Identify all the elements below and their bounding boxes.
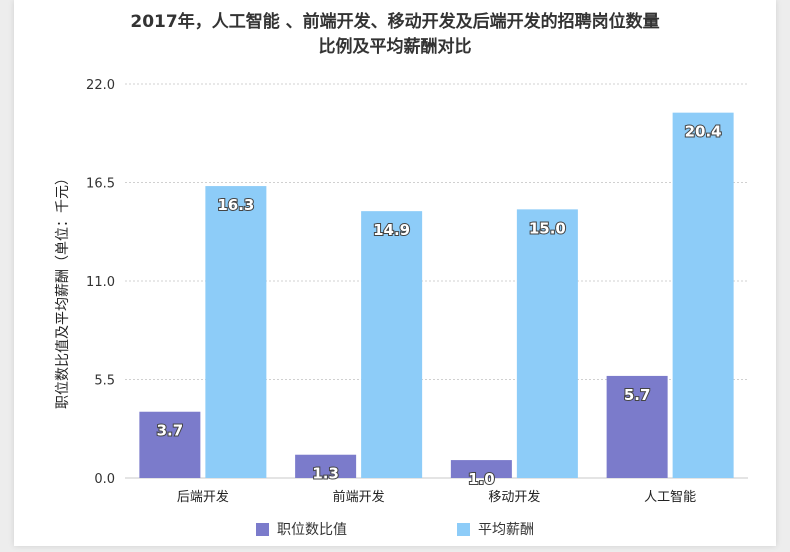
y-tick-label: 5.5	[94, 374, 115, 389]
data-label: 15.0	[529, 219, 566, 237]
legend-item-series-2[interactable]: 平均薪酬	[457, 519, 534, 539]
bar	[450, 460, 512, 478]
x-tick-label: 前端开发	[333, 489, 385, 505]
bar	[516, 209, 578, 478]
bar	[606, 375, 668, 478]
legend-swatch-series-2	[457, 522, 470, 536]
chart-title-line2: 比例及平均薪酬对比	[318, 37, 472, 57]
legend-swatch-series-1	[256, 522, 269, 536]
data-label: 3.7	[157, 422, 184, 440]
data-label: 5.7	[624, 386, 651, 404]
bar	[205, 186, 267, 478]
y-tick-label: 16.5	[86, 177, 115, 192]
legend-item-series-1[interactable]: 职位数比值	[256, 519, 347, 539]
x-tick-label: 移动开发	[488, 489, 540, 505]
y-tick-label: 22.0	[86, 78, 115, 93]
bar	[361, 211, 423, 478]
data-label: 1.3	[312, 465, 339, 483]
chart-title-line1: 2017年，人工智能 、前端开发、移动开发及后端开发的招聘岗位数量	[130, 12, 660, 32]
data-label: 1.0	[468, 470, 495, 488]
x-tick-label: 后端开发	[177, 489, 229, 505]
data-label: 20.4	[685, 123, 722, 141]
y-tick-label: 11.0	[86, 275, 115, 290]
data-label: 16.3	[217, 196, 254, 214]
data-label: 14.9	[373, 221, 410, 239]
x-tick-label: 人工智能	[644, 490, 696, 505]
bar	[295, 454, 357, 478]
legend-label-series-2: 平均薪酬	[478, 522, 534, 538]
bar	[139, 411, 201, 478]
chart-title: 2017年，人工智能 、前端开发、移动开发及后端开发的招聘岗位数量 比例及平均薪…	[0, 10, 790, 60]
y-tick-label: 0.0	[94, 472, 115, 487]
legend: 职位数比值 平均薪酬	[0, 519, 790, 539]
legend-label-series-1: 职位数比值	[277, 522, 347, 538]
bar	[672, 112, 734, 479]
